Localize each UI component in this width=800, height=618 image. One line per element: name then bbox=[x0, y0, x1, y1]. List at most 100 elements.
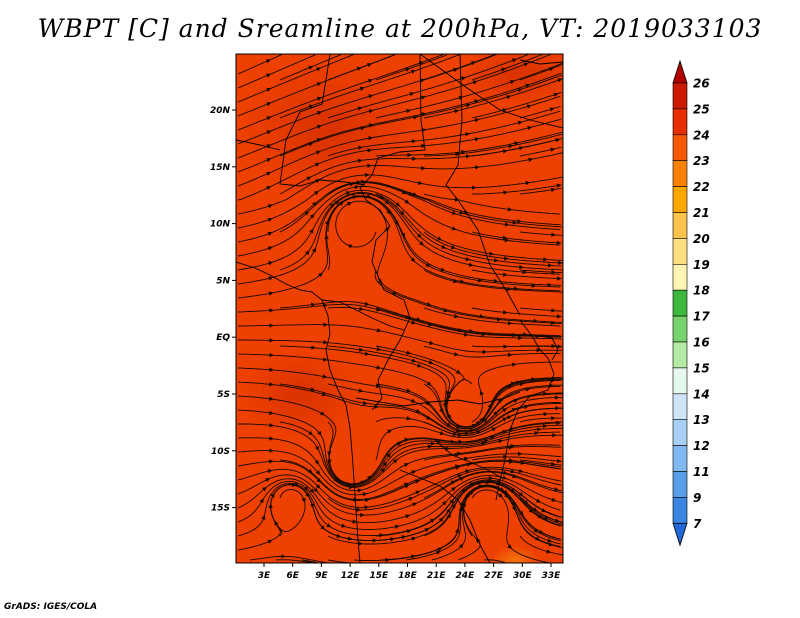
streamline-arrow bbox=[410, 69, 416, 74]
streamline-arrow bbox=[269, 308, 274, 313]
streamline-arrow bbox=[440, 267, 446, 272]
streamline bbox=[423, 78, 563, 119]
longitude-axis: 3E 6E 9E 12E 15E 18E 21E 24E 27E 30E 33E bbox=[258, 563, 561, 581]
streamline-arrow bbox=[407, 152, 412, 158]
streamline-arrow bbox=[314, 162, 320, 167]
streamline-arrow bbox=[315, 470, 321, 475]
colorbar-segment bbox=[672, 367, 688, 395]
streamline-arrow bbox=[474, 118, 480, 123]
colorbar-label: 17 bbox=[693, 310, 710, 324]
lat-tick-label: 20N bbox=[210, 106, 231, 116]
colorbar-segment bbox=[672, 238, 688, 265]
streamline-arrow bbox=[446, 422, 452, 427]
streamline-arrow bbox=[551, 269, 556, 275]
streamline-arrow bbox=[347, 201, 353, 206]
streamline-arrow bbox=[517, 451, 523, 456]
streamline-arrow bbox=[420, 95, 426, 100]
streamline-arrow bbox=[357, 488, 363, 493]
colorbar: 26 25 24 23 22 21 20 19 18 17 16 15 14 13 12 11 9 7 bbox=[672, 59, 710, 547]
streamline bbox=[423, 54, 498, 81]
streamline-arrow bbox=[557, 260, 563, 266]
streamline-arrow bbox=[551, 415, 556, 421]
streamline-arrow bbox=[259, 498, 264, 504]
streamline-arrow bbox=[357, 106, 363, 111]
streamline-arrow bbox=[455, 465, 461, 470]
colorbar-label: 12 bbox=[693, 439, 710, 453]
streamline-arrow bbox=[266, 87, 272, 92]
streamline bbox=[471, 91, 562, 119]
streamline-arrow bbox=[380, 467, 386, 473]
streamline-arrow bbox=[406, 108, 412, 114]
streamline-arrow bbox=[411, 470, 417, 475]
lat-tick-label: 10S bbox=[211, 447, 230, 457]
streamline bbox=[423, 269, 563, 293]
streamline-arrow bbox=[412, 502, 418, 507]
streamline bbox=[471, 307, 562, 318]
streamline-arrow bbox=[356, 507, 362, 512]
streamline-arrow bbox=[384, 199, 390, 205]
streamline-arrow bbox=[438, 517, 444, 523]
streamline bbox=[519, 497, 563, 525]
streamline-arrow bbox=[376, 365, 382, 370]
streamline-arrow bbox=[449, 498, 454, 504]
streamline-arrow bbox=[333, 477, 339, 482]
streamline-arrow bbox=[405, 514, 411, 519]
streamline-arrow bbox=[336, 533, 342, 538]
streamline-arrow bbox=[519, 510, 524, 516]
streamline-arrow bbox=[464, 431, 470, 436]
streamline-arrow bbox=[518, 145, 524, 151]
streamline-arrow bbox=[364, 505, 369, 510]
streamline-arrow bbox=[556, 458, 562, 464]
streamline-arrow bbox=[551, 232, 556, 237]
streamline-arrow bbox=[471, 185, 477, 190]
streamline-arrow bbox=[503, 256, 509, 261]
streamline-arrow bbox=[473, 99, 479, 104]
streamline-arrow bbox=[387, 429, 393, 434]
streamline-arrow bbox=[394, 220, 399, 226]
streamline-arrow bbox=[415, 490, 421, 495]
streamline-arrow bbox=[368, 136, 374, 141]
streamline-arrow bbox=[269, 367, 274, 372]
streamline bbox=[471, 269, 562, 280]
streamline-arrow bbox=[517, 120, 523, 125]
streamline-arrow bbox=[556, 314, 562, 319]
streamline bbox=[237, 471, 563, 516]
colorbar-segment bbox=[672, 315, 688, 343]
streamline-arrow bbox=[345, 190, 351, 196]
streamline-arrow bbox=[458, 506, 463, 512]
streamline-arrow bbox=[507, 544, 512, 550]
streamline-arrow bbox=[376, 346, 382, 352]
streamline-arrow bbox=[367, 148, 373, 153]
streamline-arrow bbox=[281, 554, 286, 559]
streamline-arrow bbox=[504, 493, 509, 499]
streamline-arrow bbox=[367, 163, 372, 168]
streamline-arrow bbox=[507, 384, 513, 390]
streamline bbox=[423, 470, 563, 499]
streamline-arrow bbox=[497, 493, 503, 498]
streamline-arrow bbox=[308, 430, 313, 436]
streamline-arrow bbox=[496, 317, 502, 322]
streamline bbox=[237, 72, 562, 173]
streamline bbox=[472, 184, 562, 195]
streamline-arrow bbox=[554, 395, 560, 400]
colorbar-segment bbox=[672, 497, 688, 524]
streamline-arrow bbox=[439, 430, 445, 436]
streamline-arrow bbox=[410, 257, 416, 263]
streamline-arrow bbox=[437, 236, 443, 241]
streamline-arrow bbox=[266, 186, 272, 191]
streamline bbox=[237, 189, 563, 271]
latitude-axis: 20N 15N 10N 5N EQ 5S 10S 15S bbox=[210, 106, 236, 514]
streamline-arrow bbox=[403, 463, 409, 468]
streamline-arrow bbox=[430, 441, 436, 446]
streamline-arrow bbox=[358, 145, 363, 151]
streamline-arrow bbox=[450, 244, 456, 250]
colorbar-label: 9 bbox=[693, 491, 701, 505]
streamline bbox=[327, 383, 563, 433]
streamline-arrow bbox=[421, 165, 426, 171]
streamline-arrow bbox=[465, 256, 471, 262]
streamline bbox=[519, 64, 563, 81]
streamline-arrow bbox=[517, 218, 522, 224]
streamline-arrow bbox=[446, 513, 451, 519]
streamline-arrow bbox=[503, 344, 508, 349]
streamline-arrow bbox=[357, 158, 363, 163]
